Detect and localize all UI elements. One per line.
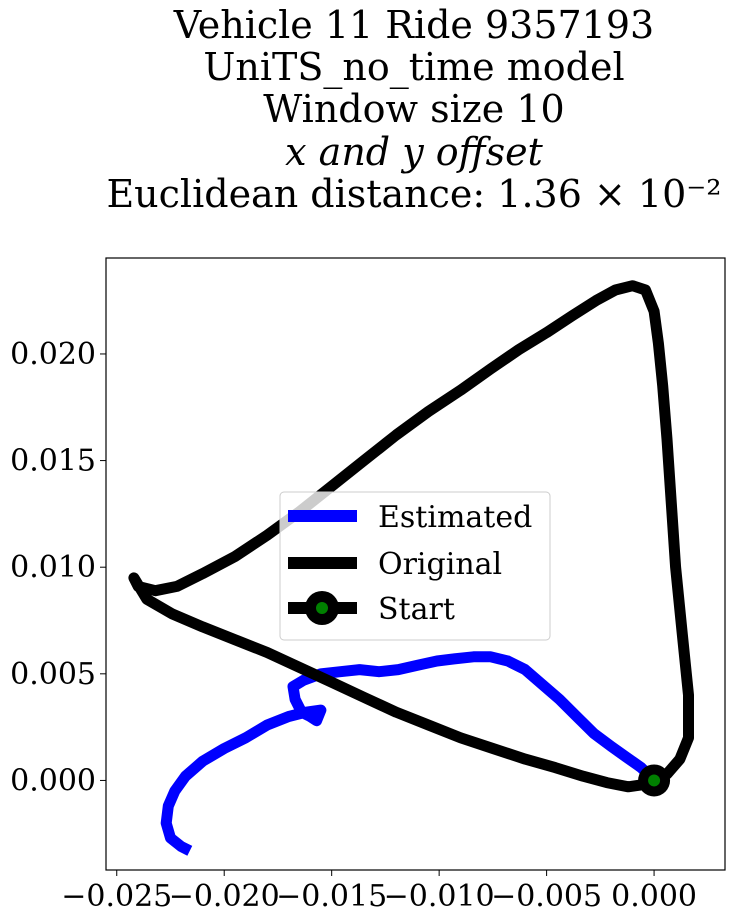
- title-line-4: x and y offset: [285, 130, 543, 174]
- marker-layer: [638, 764, 671, 797]
- x-tick-label: −0.020: [169, 879, 280, 914]
- x-tick-label: −0.010: [384, 879, 495, 914]
- legend-label-start: Start: [378, 592, 455, 627]
- x-tick-label: −0.025: [61, 879, 172, 914]
- plot-frame: [105, 257, 726, 871]
- chart-title: Vehicle 11 Ride 9357193 UniTS_no_time mo…: [106, 3, 721, 216]
- y-tick-label: 0.020: [10, 337, 96, 372]
- title-line-5: Euclidean distance: 1.36 × 10⁻²: [106, 172, 721, 216]
- legend-swatch-start-inner: [316, 602, 328, 614]
- y-axis: 0.000 0.005 0.010 0.015 0.020: [10, 337, 106, 798]
- legend-label-original: Original: [378, 547, 502, 582]
- y-tick-label: 0.000: [10, 763, 96, 798]
- x-tick-label: −0.005: [491, 879, 602, 914]
- y-tick-label: 0.005: [10, 657, 96, 692]
- title-line-1: Vehicle 11 Ride 9357193: [173, 3, 654, 47]
- x-axis: −0.025−0.020−0.015−0.010−0.005 0.000: [61, 870, 697, 914]
- x-tick-label: −0.015: [276, 879, 387, 914]
- start-marker-center: [648, 774, 661, 787]
- title-line-3: Window size 10: [263, 87, 564, 131]
- y-tick-label: 0.010: [10, 550, 96, 585]
- title-line-2: UniTS_no_time model: [203, 45, 624, 90]
- series-line-estimated: [160, 651, 658, 856]
- legend-label-estimated: Estimated: [378, 500, 532, 535]
- x-tick-label: 0.000: [611, 879, 697, 914]
- y-tick-label: 0.015: [10, 444, 96, 479]
- legend: Estimated Original Start: [279, 491, 551, 641]
